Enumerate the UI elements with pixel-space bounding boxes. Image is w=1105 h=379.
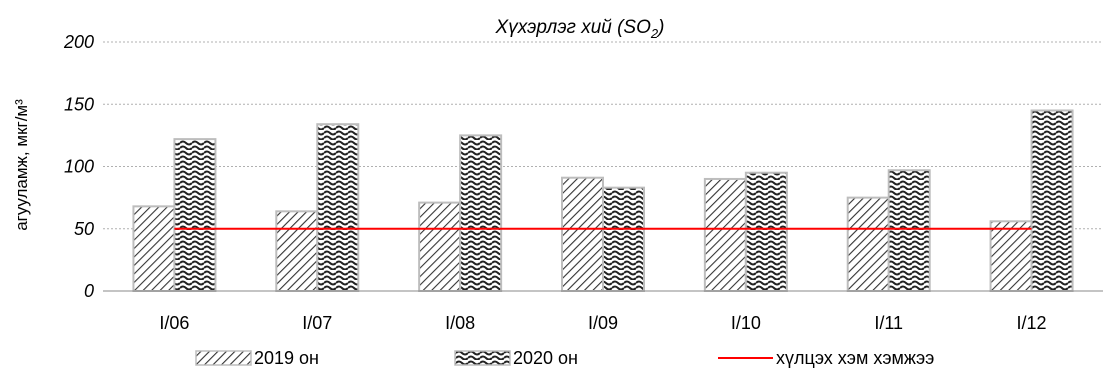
bar-series-2019 — [703, 177, 747, 292]
legend-label: хүлцэх хэм хэмжээ — [776, 348, 934, 368]
x-tick-label: I/06 — [159, 313, 189, 333]
x-tick-label: I/08 — [445, 313, 475, 333]
x-tick-label: I/11 — [874, 313, 903, 333]
legend: 2019 он 2020 он хүлцэх хэм хэмжээ — [195, 348, 934, 368]
bar-series-2020 — [173, 138, 217, 292]
bar-series-2019 — [132, 205, 176, 292]
y-tick-label: 200 — [63, 32, 94, 52]
y-tick-label: 150 — [64, 94, 94, 114]
chart-title: Хүхэрлэг хий (SO2) — [495, 17, 665, 41]
bar-series-2020 — [744, 171, 788, 293]
y-axis-label: агууламж, мкг/м³ — [12, 99, 31, 231]
y-tick-label: 0 — [84, 281, 94, 301]
bar-series-2020 — [316, 123, 360, 292]
x-tick-label: I/07 — [302, 313, 332, 333]
bars — [132, 109, 1074, 293]
legend-label: 2019 он — [254, 348, 319, 368]
bar-series-2020 — [887, 169, 931, 292]
legend-label: 2020 он — [513, 348, 578, 368]
y-tick-labels: 0 50 100 150 200 — [63, 32, 94, 301]
bar-series-2019 — [989, 220, 1033, 292]
bar-series-2020 — [1030, 109, 1074, 292]
y-tick-label: 100 — [64, 157, 94, 177]
y-tick-label: 50 — [74, 219, 94, 239]
legend-swatch — [195, 350, 252, 366]
bar-series-2019 — [418, 201, 462, 292]
bar-series-2020 — [602, 186, 645, 292]
legend-swatch — [454, 350, 511, 366]
x-tick-label: I/10 — [731, 313, 761, 333]
x-tick-labels: I/06 I/07 I/08 I/09 I/10 I/11 I/12 — [159, 313, 1046, 333]
x-tick-label: I/12 — [1017, 313, 1047, 333]
svg-text:Хүхэрлэг хий (SO2): Хүхэрлэг хий (SO2) — [495, 17, 665, 41]
x-tick-label: I/09 — [588, 313, 618, 333]
bar-series-2019 — [846, 196, 890, 292]
bar-series-2019 — [275, 210, 319, 293]
bar-series-2019 — [561, 176, 604, 292]
bar-series-2020 — [459, 134, 503, 292]
